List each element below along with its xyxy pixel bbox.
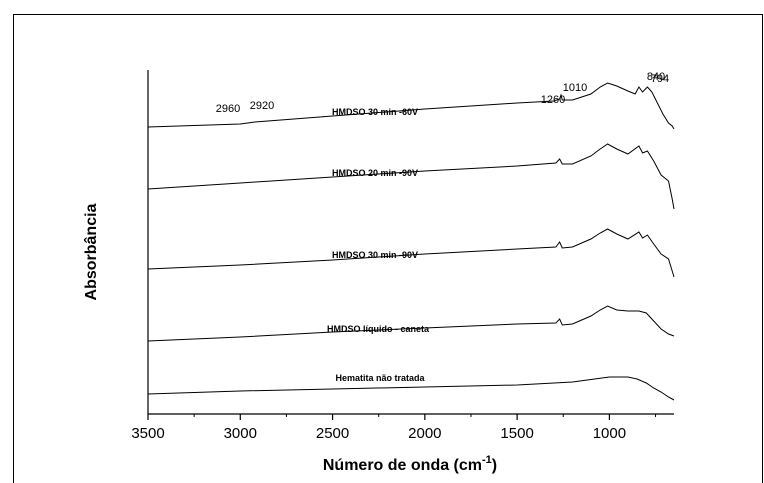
series-label: HMDSO 30 min -90V	[332, 250, 418, 260]
x-tick-label: 1500	[500, 425, 533, 442]
series-line	[147, 228, 675, 278]
y-axis-title: Absorbância	[83, 203, 100, 300]
x-tick-label: 1000	[593, 425, 626, 442]
series-line	[147, 376, 675, 401]
peak-label: 1010	[563, 82, 587, 94]
series-group	[147, 82, 675, 401]
series-label: HMDSO 30 min -60V	[332, 107, 418, 117]
series-line	[147, 143, 675, 210]
chart-frame	[13, 14, 763, 483]
x-tick-label: 3500	[131, 425, 164, 442]
peak-label: 2920	[250, 100, 274, 112]
x-tick-label: 3000	[224, 425, 257, 442]
peak-label: 2960	[216, 103, 240, 115]
x-axis-title: Número de onda (cm-1)	[323, 454, 497, 474]
peak-label: 1260	[541, 94, 565, 106]
x-axis-title-close: )	[492, 457, 497, 474]
x-axis-title-superscript: -1	[482, 454, 492, 466]
series-line	[147, 305, 675, 342]
series-label: HMDSO 20 min -90V	[332, 168, 418, 178]
x-tick-label: 2000	[408, 425, 441, 442]
series-labels: HMDSO 30 min -60V HMDSO 20 min -90V HMDSO …	[327, 107, 430, 383]
series-label: HMDSO líquido - caneta	[327, 324, 430, 334]
axes	[147, 70, 674, 415]
x-ticks: 3500 3000 2500 2000 1500 1000	[131, 414, 657, 442]
series-line	[147, 82, 675, 130]
peak-label: 840	[647, 71, 665, 83]
series-label: Hematita não tratada	[335, 373, 425, 383]
peak-label: 794	[651, 73, 669, 85]
x-tick-label: 2500	[316, 425, 349, 442]
